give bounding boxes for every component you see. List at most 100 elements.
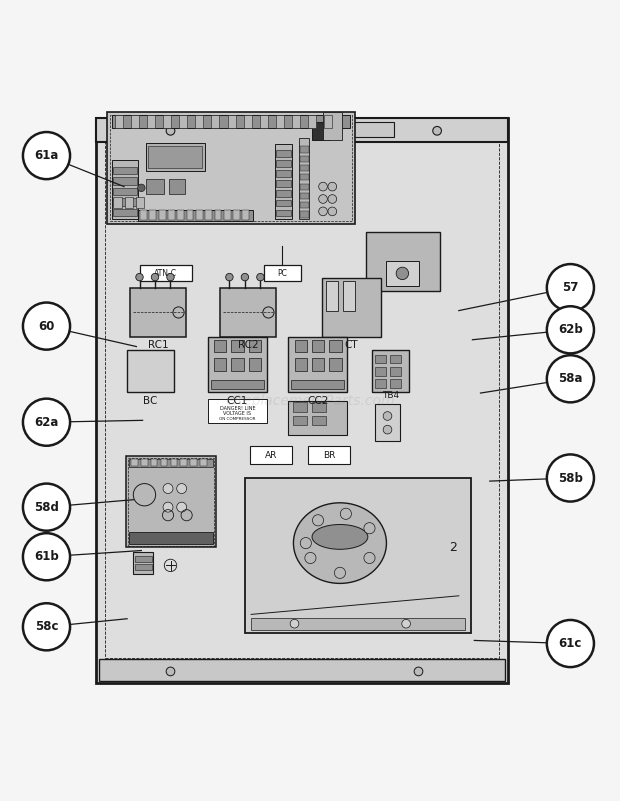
FancyBboxPatch shape <box>294 358 307 371</box>
FancyBboxPatch shape <box>113 197 122 208</box>
Circle shape <box>290 619 299 628</box>
FancyBboxPatch shape <box>326 281 338 311</box>
Text: 2: 2 <box>449 541 456 554</box>
FancyBboxPatch shape <box>231 340 244 352</box>
FancyBboxPatch shape <box>163 115 171 127</box>
FancyBboxPatch shape <box>390 355 401 364</box>
Circle shape <box>23 484 70 531</box>
FancyBboxPatch shape <box>215 210 221 220</box>
Ellipse shape <box>293 503 386 583</box>
FancyBboxPatch shape <box>288 336 347 392</box>
FancyBboxPatch shape <box>249 340 261 352</box>
FancyBboxPatch shape <box>168 210 175 220</box>
Circle shape <box>547 454 594 501</box>
FancyBboxPatch shape <box>386 261 418 286</box>
FancyBboxPatch shape <box>140 265 192 281</box>
FancyBboxPatch shape <box>224 210 231 220</box>
Circle shape <box>547 620 594 667</box>
FancyBboxPatch shape <box>329 340 342 352</box>
Circle shape <box>319 183 327 191</box>
FancyBboxPatch shape <box>275 144 292 219</box>
Circle shape <box>163 502 173 512</box>
FancyBboxPatch shape <box>115 115 123 127</box>
Text: 60: 60 <box>38 320 55 332</box>
FancyBboxPatch shape <box>293 416 307 425</box>
FancyBboxPatch shape <box>276 115 284 127</box>
Circle shape <box>383 425 392 434</box>
Text: eReplacementParts.com: eReplacementParts.com <box>225 393 395 408</box>
FancyBboxPatch shape <box>112 115 350 127</box>
Text: PC: PC <box>277 269 287 278</box>
Text: 58a: 58a <box>558 372 583 385</box>
Circle shape <box>414 667 423 676</box>
FancyBboxPatch shape <box>276 170 291 177</box>
FancyBboxPatch shape <box>113 199 137 206</box>
FancyBboxPatch shape <box>211 380 264 389</box>
Circle shape <box>23 603 70 650</box>
FancyBboxPatch shape <box>292 115 300 127</box>
Text: 58d: 58d <box>34 501 59 513</box>
Circle shape <box>257 273 264 281</box>
Circle shape <box>23 399 70 446</box>
FancyBboxPatch shape <box>146 179 164 194</box>
Text: CC1: CC1 <box>227 396 248 405</box>
Circle shape <box>136 273 143 281</box>
FancyBboxPatch shape <box>242 210 249 220</box>
Text: 61c: 61c <box>559 637 582 650</box>
FancyBboxPatch shape <box>161 460 167 465</box>
FancyBboxPatch shape <box>133 553 153 574</box>
Circle shape <box>166 127 175 135</box>
FancyBboxPatch shape <box>319 122 394 137</box>
Circle shape <box>151 273 159 281</box>
Circle shape <box>177 484 187 493</box>
FancyBboxPatch shape <box>99 659 505 681</box>
FancyBboxPatch shape <box>300 183 309 190</box>
FancyBboxPatch shape <box>200 460 207 465</box>
FancyBboxPatch shape <box>312 358 324 371</box>
FancyBboxPatch shape <box>264 265 301 281</box>
FancyBboxPatch shape <box>276 199 291 207</box>
FancyBboxPatch shape <box>300 202 309 208</box>
FancyBboxPatch shape <box>113 177 137 185</box>
FancyBboxPatch shape <box>293 402 307 412</box>
Circle shape <box>300 537 311 549</box>
FancyBboxPatch shape <box>158 122 232 137</box>
FancyBboxPatch shape <box>127 350 174 392</box>
FancyBboxPatch shape <box>125 197 133 208</box>
FancyBboxPatch shape <box>169 179 185 194</box>
FancyBboxPatch shape <box>300 165 309 171</box>
FancyBboxPatch shape <box>244 115 252 127</box>
FancyBboxPatch shape <box>170 460 177 465</box>
FancyBboxPatch shape <box>138 210 253 221</box>
Ellipse shape <box>312 525 368 549</box>
Text: DANGER! LINE: DANGER! LINE <box>219 406 255 411</box>
Circle shape <box>364 553 375 564</box>
FancyBboxPatch shape <box>231 358 244 371</box>
Circle shape <box>319 195 327 203</box>
FancyBboxPatch shape <box>131 115 139 127</box>
FancyBboxPatch shape <box>190 460 197 465</box>
FancyBboxPatch shape <box>113 209 137 216</box>
FancyBboxPatch shape <box>129 459 213 467</box>
FancyBboxPatch shape <box>113 167 137 174</box>
FancyBboxPatch shape <box>299 139 309 219</box>
Text: AR: AR <box>265 450 277 460</box>
FancyBboxPatch shape <box>129 532 213 545</box>
FancyBboxPatch shape <box>220 288 276 336</box>
FancyBboxPatch shape <box>276 160 291 167</box>
Text: RC2: RC2 <box>237 340 259 350</box>
FancyBboxPatch shape <box>179 115 187 127</box>
Text: CC2: CC2 <box>308 396 329 405</box>
Text: ON COMPRESSOR: ON COMPRESSOR <box>219 417 255 421</box>
Circle shape <box>433 127 441 135</box>
FancyBboxPatch shape <box>322 278 381 336</box>
FancyBboxPatch shape <box>187 210 193 220</box>
Circle shape <box>328 207 337 215</box>
Text: 58b: 58b <box>558 472 583 485</box>
FancyBboxPatch shape <box>288 400 347 435</box>
FancyBboxPatch shape <box>375 355 386 364</box>
Circle shape <box>364 522 375 533</box>
FancyBboxPatch shape <box>228 115 236 127</box>
Circle shape <box>319 207 327 215</box>
FancyBboxPatch shape <box>245 478 471 633</box>
